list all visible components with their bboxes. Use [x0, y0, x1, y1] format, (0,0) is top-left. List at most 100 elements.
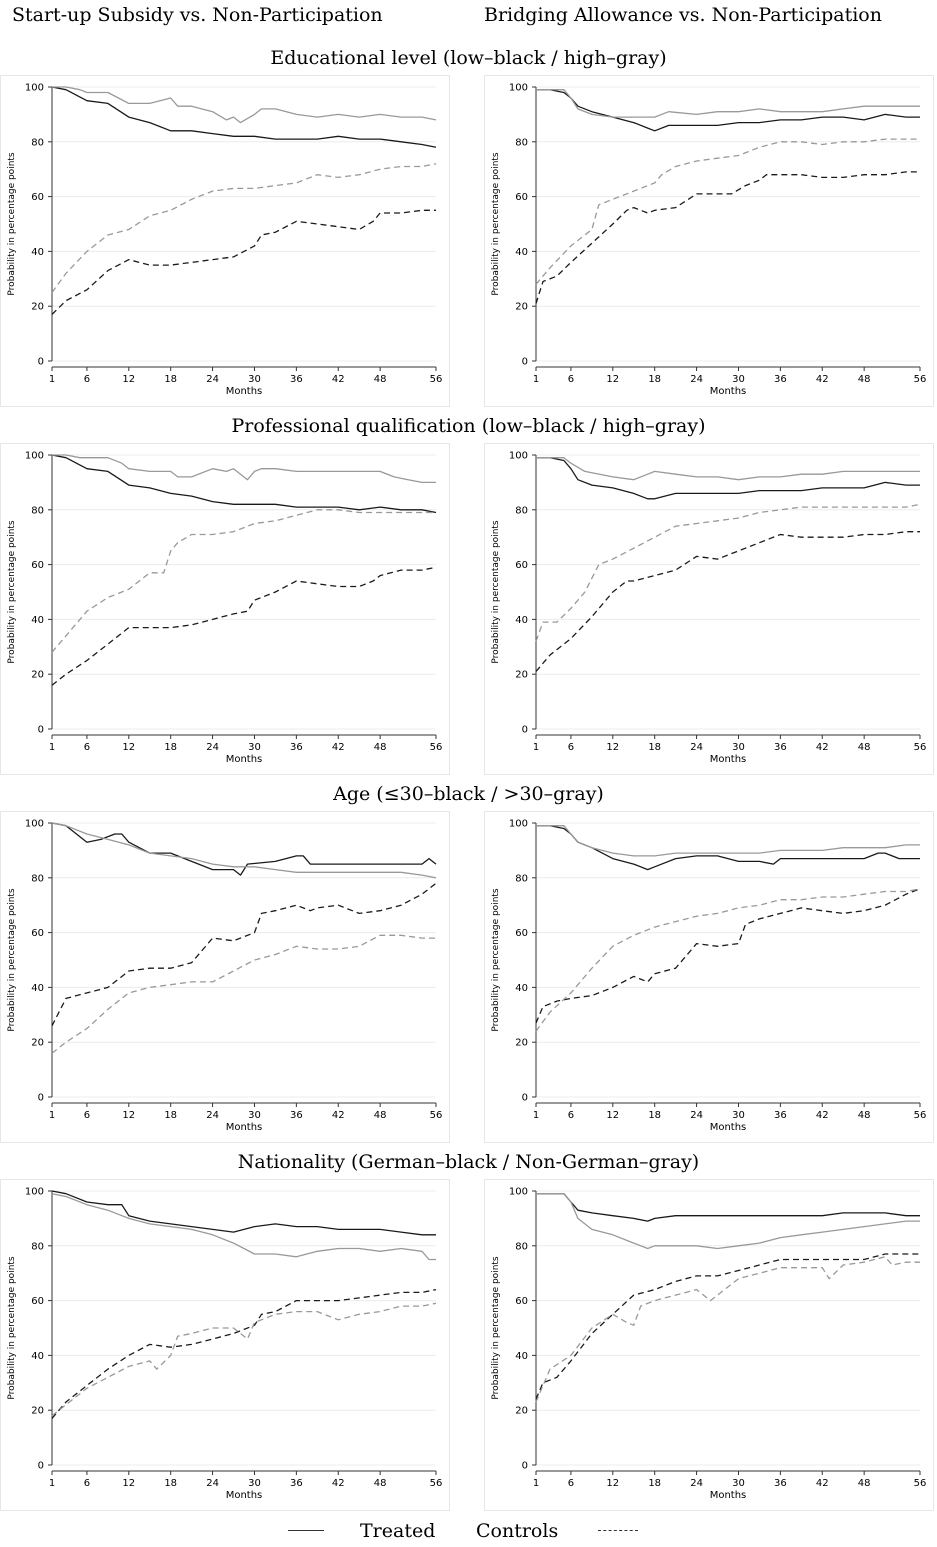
- y-axis-label: Probability in percentage points: [7, 888, 17, 1032]
- series-black-treated-line: [536, 89, 920, 132]
- legend-dashed-line-swatch: [598, 1530, 638, 1531]
- y-tick-label: 60: [515, 560, 528, 571]
- x-tick-label: 42: [816, 742, 829, 753]
- series-gray-treated-line: [52, 454, 436, 484]
- x-tick-label: 42: [332, 742, 345, 753]
- x-tick-label: 36: [290, 742, 303, 753]
- x-tick-label: 6: [84, 1110, 90, 1121]
- x-tick-label: 56: [914, 374, 927, 385]
- series-gray-treated-line: [536, 89, 920, 118]
- x-tick-label: 1: [49, 1478, 55, 1489]
- x-tick-label: 18: [648, 374, 661, 385]
- row-title-education: Educational level (low–black / high–gray…: [270, 47, 667, 69]
- series-gray-treated-line: [536, 457, 920, 481]
- y-tick-label: 20: [31, 1406, 44, 1417]
- x-tick-label: 36: [774, 1110, 787, 1121]
- legend-treated-label: Treated: [360, 1520, 436, 1542]
- series-gray-controls-line: [535, 138, 920, 285]
- series-gray-treated-line: [536, 1193, 920, 1250]
- y-axis-label: Probability in percentage points: [491, 520, 501, 664]
- series-black-treated-line: [536, 457, 920, 500]
- series-black-controls-line: [535, 1253, 920, 1400]
- x-tick-label: 18: [164, 1110, 177, 1121]
- row-title-nationality: Nationality (German–black / Non-German–g…: [237, 1151, 700, 1173]
- x-tick-label: 18: [648, 1110, 661, 1121]
- y-tick-label: 100: [509, 1187, 528, 1198]
- series-gray-treated-line: [536, 825, 920, 857]
- y-tick-label: 100: [25, 83, 44, 94]
- chart-panel-1-right: 0 20 40 60 80 100 1 6 12 18 24 30 36 42 48 56 Months Prob…: [484, 75, 934, 407]
- x-tick-label: 1: [533, 374, 539, 385]
- x-tick-label: 48: [374, 1478, 387, 1489]
- y-tick-label: 20: [515, 670, 528, 681]
- x-tick-label: 30: [248, 1110, 261, 1121]
- x-tick-label: 1: [533, 1110, 539, 1121]
- panel-frame: [484, 75, 934, 407]
- x-tick-label: 42: [332, 1478, 345, 1489]
- x-tick-label: 56: [430, 374, 443, 385]
- series-gray-treated-line: [51, 1193, 436, 1261]
- x-axis-label: Months: [226, 754, 263, 765]
- y-tick-label: 100: [25, 1187, 44, 1198]
- x-tick-label: 30: [248, 742, 261, 753]
- series-gray-treated-line: [52, 86, 437, 124]
- x-tick-label: 36: [290, 1110, 303, 1121]
- y-tick-label: 40: [31, 615, 44, 626]
- x-tick-label: 24: [206, 742, 219, 753]
- y-tick-label: 80: [515, 137, 528, 148]
- y-tick-label: 20: [31, 1038, 44, 1049]
- y-tick-label: 80: [31, 505, 44, 516]
- y-tick-label: 40: [31, 1351, 44, 1362]
- series-black-treated-line: [51, 454, 437, 514]
- x-tick-label: 18: [164, 374, 177, 385]
- series-black-treated-line: [51, 822, 437, 876]
- y-tick-label: 40: [515, 247, 528, 258]
- x-tick-label: 6: [568, 1478, 574, 1489]
- panel-frame: [0, 811, 450, 1143]
- y-axis-label: Probability in percentage points: [491, 152, 501, 296]
- chart-panel-1-left: 0 20 40 60 80 100 1 6 12 18 24 30 36 42 48 56 Months Prob…: [0, 75, 450, 407]
- x-tick-label: 18: [648, 742, 661, 753]
- x-tick-label: 24: [690, 374, 703, 385]
- series-black-controls-line: [51, 209, 436, 315]
- y-tick-label: 60: [515, 1296, 528, 1307]
- y-tick-label: 80: [31, 137, 44, 148]
- series-black-treated-line: [51, 1190, 436, 1236]
- x-tick-label: 1: [49, 742, 55, 753]
- x-tick-label: 42: [816, 374, 829, 385]
- series-gray-treated-line: [51, 822, 437, 879]
- x-tick-label: 56: [914, 1478, 927, 1489]
- y-tick-label: 40: [31, 247, 44, 258]
- y-axis-label: Probability in percentage points: [491, 888, 501, 1032]
- row-title-age: Age (≤30–black / >30–gray): [333, 783, 604, 805]
- x-tick-label: 1: [533, 742, 539, 753]
- y-tick-label: 80: [515, 873, 528, 884]
- y-tick-label: 80: [31, 1241, 44, 1252]
- y-tick-label: 0: [38, 725, 44, 736]
- x-tick-label: 12: [122, 742, 135, 753]
- y-tick-label: 100: [509, 83, 528, 94]
- x-tick-label: 48: [858, 1110, 871, 1121]
- x-tick-label: 56: [914, 1110, 927, 1121]
- x-tick-label: 36: [290, 374, 303, 385]
- x-tick-label: 12: [606, 1478, 619, 1489]
- column-title-left: Start-up Subsidy vs. Non-Participation: [12, 4, 383, 26]
- y-tick-label: 20: [515, 1038, 528, 1049]
- panel-frame: [0, 443, 450, 775]
- x-axis-label: Months: [226, 386, 263, 397]
- panel-frame: [484, 811, 934, 1143]
- legend: Treated Controls: [0, 1518, 937, 1546]
- x-tick-label: 24: [690, 742, 703, 753]
- x-tick-label: 6: [568, 1110, 574, 1121]
- y-tick-label: 40: [31, 983, 44, 994]
- x-tick-label: 48: [858, 1478, 871, 1489]
- panel-frame: [484, 1179, 934, 1511]
- chart-panel-3-right: 0 20 40 60 80 100 1 6 12 18 24 30 36 42 48 56 Months Prob…: [484, 811, 934, 1143]
- x-tick-label: 30: [732, 1478, 745, 1489]
- x-tick-label: 48: [374, 374, 387, 385]
- y-tick-label: 20: [31, 670, 44, 681]
- x-tick-label: 18: [648, 1478, 661, 1489]
- x-tick-label: 6: [84, 1478, 90, 1489]
- x-tick-label: 56: [914, 742, 927, 753]
- x-tick-label: 42: [332, 374, 345, 385]
